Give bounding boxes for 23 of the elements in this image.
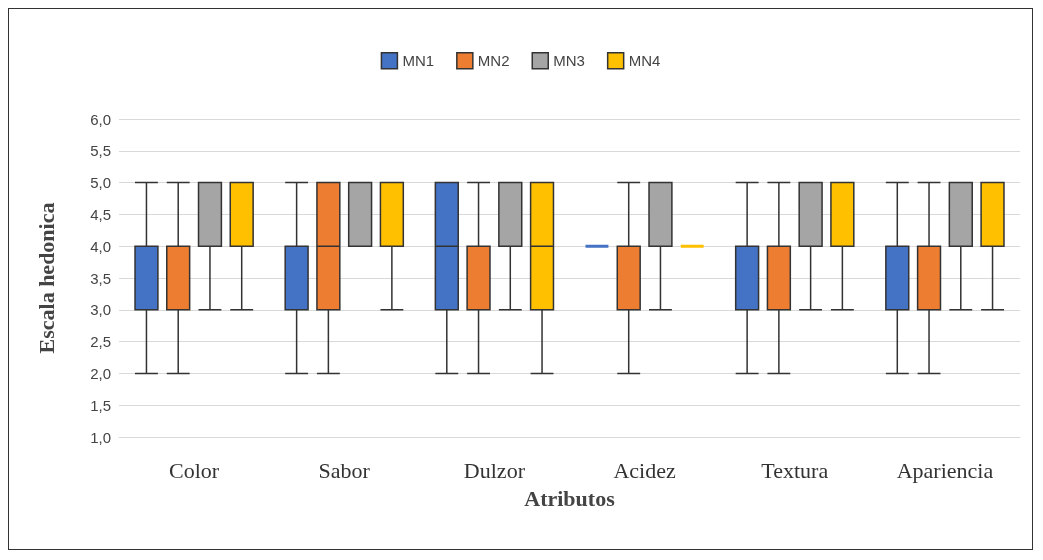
x-tick-label: Sabor bbox=[318, 457, 371, 483]
y-tick-label: 5,5 bbox=[90, 142, 111, 160]
y-tick-label: 1,5 bbox=[90, 396, 111, 414]
y-tick-label: 3,0 bbox=[90, 301, 111, 319]
y-tick-label: 5,0 bbox=[90, 174, 111, 192]
y-tick-label: 4,5 bbox=[90, 205, 111, 223]
y-tick-label: 4,0 bbox=[90, 237, 111, 255]
legend-label: MN2 bbox=[477, 52, 510, 70]
y-tick-label: 1,0 bbox=[90, 428, 111, 446]
x-tick-label: Apariencia bbox=[896, 457, 994, 483]
legend-label: MN4 bbox=[628, 52, 661, 70]
y-tick-label: 6,0 bbox=[90, 110, 111, 128]
y-tick-label: 3,5 bbox=[90, 269, 111, 287]
y-tick-label: 2,5 bbox=[90, 333, 111, 351]
x-tick-label: Textura bbox=[761, 457, 829, 483]
y-tick-label: 2,0 bbox=[90, 364, 111, 382]
x-tick-label: Color bbox=[169, 457, 220, 483]
x-axis-title: Atributos bbox=[524, 485, 616, 511]
legend-label: MN1 bbox=[402, 52, 435, 70]
x-tick-label: Acidez bbox=[613, 457, 676, 483]
legend-label: MN3 bbox=[553, 52, 585, 70]
x-tick-label: Dulzor bbox=[463, 457, 526, 483]
y-axis-title: Escala hedonica bbox=[33, 202, 59, 354]
